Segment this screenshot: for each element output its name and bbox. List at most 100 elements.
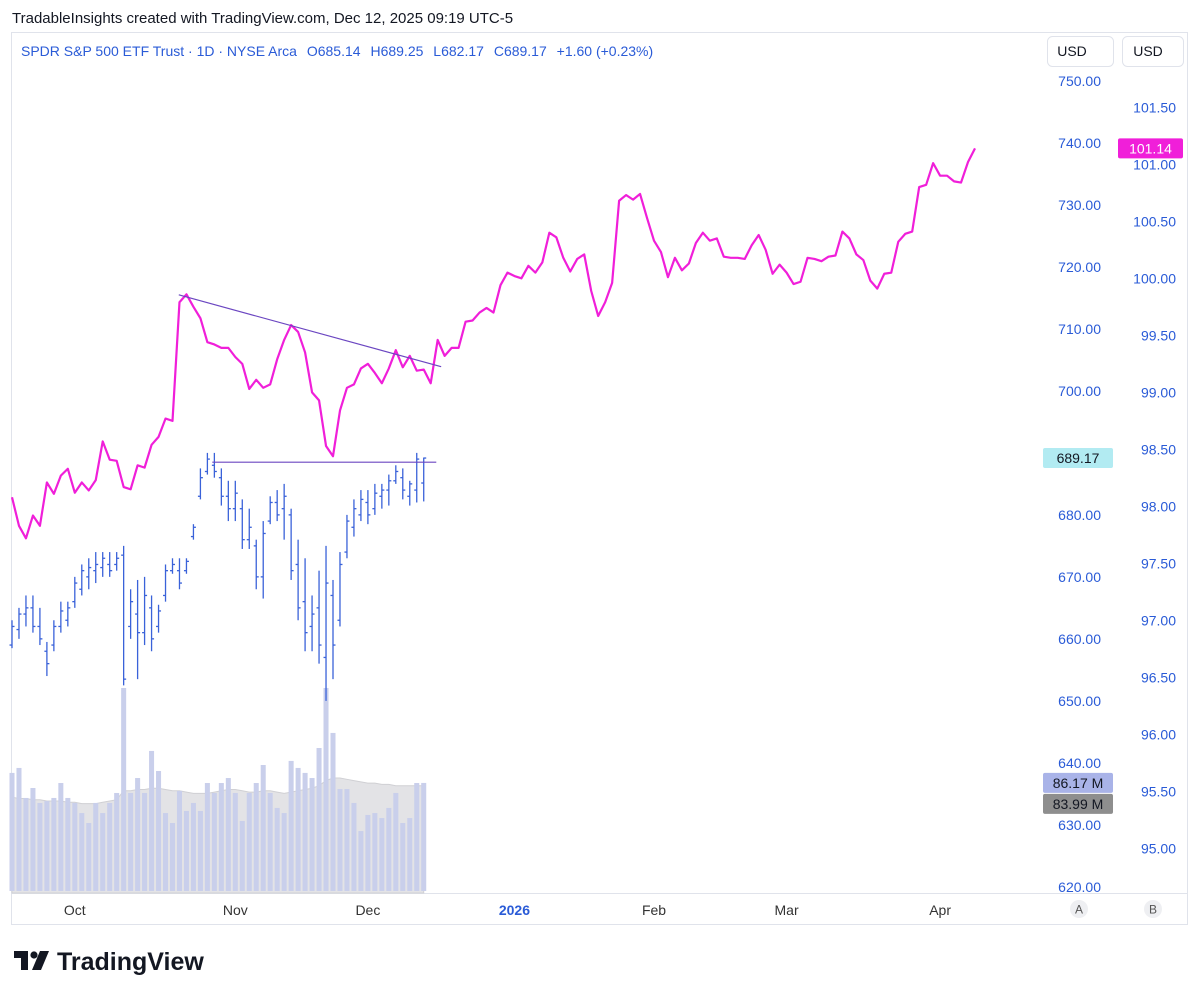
- volume-bar: [121, 687, 127, 891]
- y2-tick-label: 99.50: [1141, 327, 1176, 343]
- y-tick-label: 660.00: [1058, 631, 1101, 647]
- logo-mark: [30, 951, 38, 959]
- volume-bar: [114, 792, 120, 891]
- volume-bar: [253, 783, 259, 891]
- y2-tick-label: 101.50: [1133, 99, 1176, 115]
- volume-bar: [183, 810, 189, 891]
- volume-bar: [30, 787, 36, 891]
- y-tick-label: 720.00: [1058, 259, 1101, 275]
- price-tag-label: 689.17: [1057, 450, 1100, 466]
- currency-button-label[interactable]: USD: [1133, 43, 1163, 59]
- y-tick-label: 710.00: [1058, 321, 1101, 337]
- volume-bar: [23, 797, 29, 891]
- volume-bar: [414, 783, 420, 891]
- volume-bar: [190, 802, 196, 891]
- x-tick-label: Apr: [929, 902, 951, 918]
- scale-button-label[interactable]: A: [1075, 903, 1083, 917]
- comparison-line: [10, 147, 976, 540]
- symbol-title: SPDR S&P 500 ETF Trust · 1D · NYSE Arca: [21, 43, 297, 59]
- volume-bar: [302, 772, 308, 891]
- x-tick-label: Dec: [355, 902, 380, 918]
- price-tag: [1043, 448, 1113, 469]
- volume-bar: [9, 772, 15, 891]
- volume-bar: [295, 767, 301, 891]
- y-tick-label: 740.00: [1058, 135, 1101, 151]
- watermark: TradableInsights created with TradingVie…: [12, 10, 513, 27]
- currency-button-label[interactable]: USD: [1057, 43, 1087, 59]
- volume-bar: [421, 782, 427, 891]
- y2-tick-label: 96.50: [1141, 669, 1176, 685]
- price-tag: [1118, 138, 1183, 159]
- y2-tick-label: 97.00: [1141, 612, 1176, 628]
- volume-bar: [281, 813, 287, 891]
- scale-button[interactable]: [1070, 900, 1088, 918]
- price-tag-label: 83.99 M: [1053, 796, 1104, 812]
- y-tick-label: 640.00: [1058, 755, 1101, 771]
- volume-bar: [86, 822, 92, 891]
- scale-button[interactable]: [1144, 900, 1162, 918]
- volume-bar: [274, 807, 280, 891]
- y2-tick-label: 95.50: [1141, 784, 1176, 800]
- volume-bar: [93, 802, 99, 891]
- y2-tick-label: 98.00: [1141, 498, 1176, 514]
- ohlc-value: 689.25: [381, 43, 424, 59]
- y2-tick-label: 101.00: [1133, 156, 1176, 172]
- volume-bar: [37, 802, 43, 891]
- volume-bar: [309, 778, 315, 891]
- x-tick-label: Mar: [775, 902, 799, 918]
- volume-bar: [365, 814, 371, 891]
- volume-bar: [393, 792, 399, 891]
- y2-tick-label: 98.50: [1141, 441, 1176, 457]
- volume-bar: [232, 792, 238, 891]
- x-tick-label: Oct: [64, 902, 86, 918]
- y2-tick-label: 96.00: [1141, 726, 1176, 742]
- volume-bar: [267, 792, 273, 891]
- ohlc-prefix: H: [370, 43, 380, 59]
- plot-layer: [9, 147, 976, 894]
- price-tag: [1043, 793, 1113, 814]
- volume-bar: [79, 813, 85, 891]
- volume-bar: [65, 797, 71, 891]
- volume-bar: [128, 792, 134, 891]
- volume-bar: [72, 802, 78, 891]
- volume-bar: [156, 771, 162, 891]
- volume-bar: [211, 792, 217, 891]
- volume-bar: [135, 778, 141, 891]
- ohlc-prefix: L: [433, 43, 441, 59]
- volume-bar: [169, 822, 176, 891]
- y-tick-label: 700.00: [1058, 383, 1101, 399]
- volume-bar: [197, 810, 203, 891]
- scale-button-label[interactable]: B: [1149, 903, 1157, 917]
- volume-bar: [323, 687, 329, 891]
- volume-bar: [149, 750, 155, 891]
- y2-tick-label: 100.50: [1133, 213, 1176, 229]
- currency-button[interactable]: [1047, 36, 1114, 67]
- volume-bar: [58, 783, 64, 891]
- volume-bar: [379, 818, 385, 891]
- volume-bar: [176, 790, 182, 891]
- ohlc-prefix: C: [494, 43, 504, 59]
- volume-bar: [204, 783, 210, 891]
- change-label: +1.60 (+0.23%): [557, 43, 654, 59]
- brand-logo: [14, 951, 49, 970]
- ohlc-prefix: O: [307, 43, 318, 59]
- y2-tick-label: 95.00: [1141, 841, 1176, 857]
- trend-line: [178, 294, 442, 368]
- volume-bar: [344, 789, 350, 891]
- volume-bar: [246, 792, 252, 891]
- y-tick-label: 620.00: [1058, 879, 1101, 895]
- volume-bar: [400, 822, 406, 891]
- volume-bar: [142, 792, 148, 891]
- volume-bar: [51, 797, 57, 891]
- x-tick-label: 2026: [499, 902, 530, 918]
- logo-mark: [32, 951, 49, 970]
- y-tick-label: 750.00: [1058, 73, 1101, 89]
- y-tick-label: 650.00: [1058, 693, 1101, 709]
- symbol-header: SPDR S&P 500 ETF Trust · 1D · NYSE Arca …: [21, 43, 653, 59]
- currency-button[interactable]: [1122, 36, 1184, 67]
- volume-bar: [386, 807, 392, 891]
- price-tag-label: 86.17 M: [1053, 775, 1104, 791]
- ohlc-value: 685.14: [318, 43, 361, 59]
